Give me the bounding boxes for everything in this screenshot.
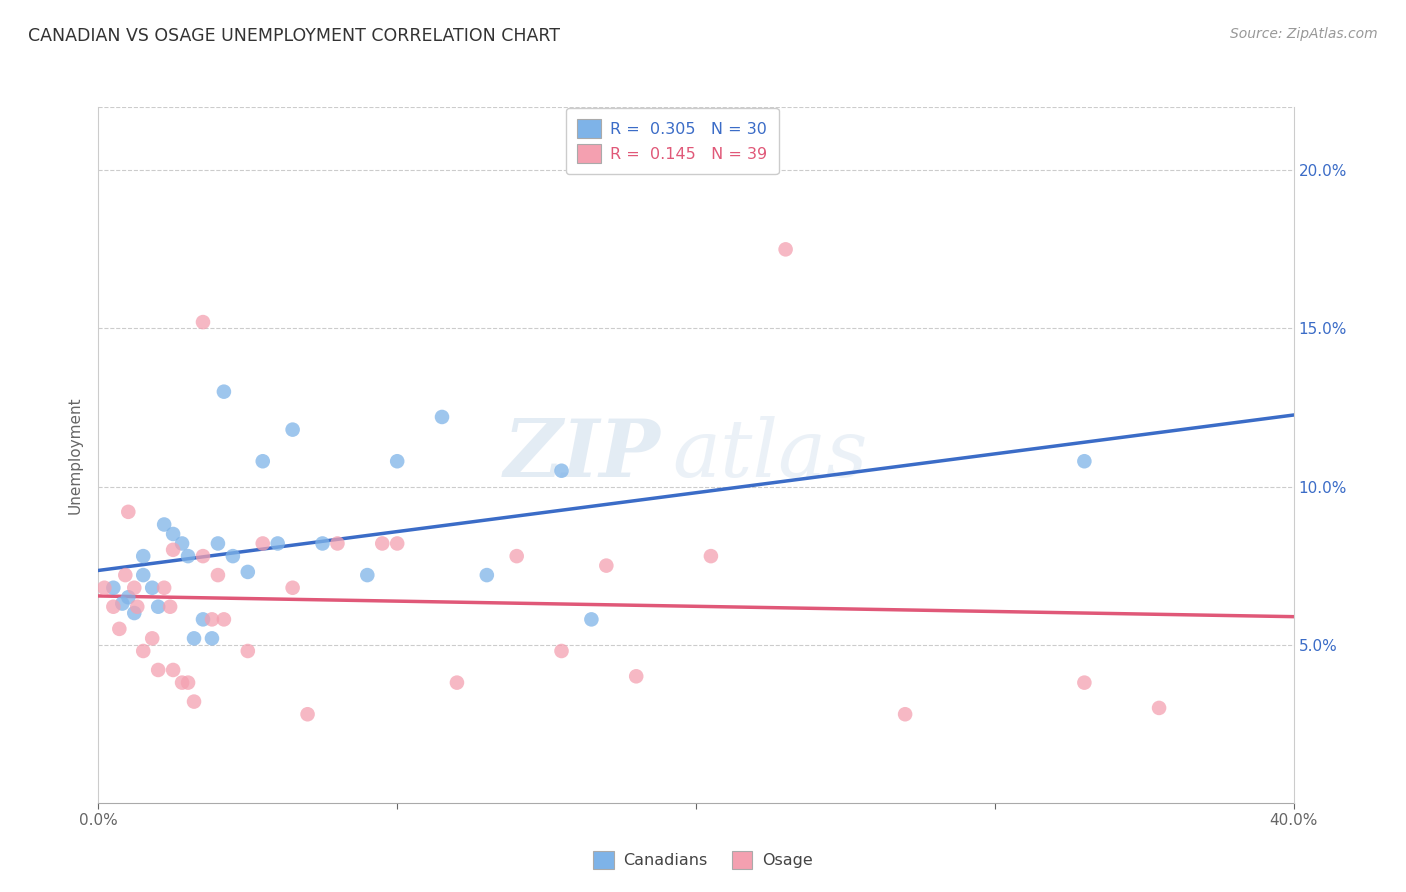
Point	[236, 565, 259, 579]
Point	[191, 315, 214, 329]
Point	[103, 599, 125, 614]
Point	[153, 581, 176, 595]
Point	[212, 612, 235, 626]
Point	[252, 454, 274, 468]
Point	[111, 597, 134, 611]
Point	[626, 669, 648, 683]
Point	[385, 454, 409, 468]
Point	[103, 581, 125, 595]
Point	[385, 536, 409, 550]
Point	[430, 409, 453, 424]
Point	[162, 542, 184, 557]
Point	[475, 568, 498, 582]
Point	[132, 644, 155, 658]
Point	[356, 568, 378, 582]
Point	[281, 581, 304, 595]
Point	[1073, 675, 1095, 690]
Point	[252, 536, 274, 550]
Point	[595, 558, 617, 573]
Point	[132, 568, 155, 582]
Point	[581, 612, 603, 626]
Legend: Canadians, Osage: Canadians, Osage	[586, 845, 820, 875]
Point	[446, 675, 468, 690]
Point	[93, 581, 115, 595]
Point	[326, 536, 349, 550]
Point	[172, 675, 194, 690]
Point	[172, 536, 194, 550]
Legend: R =  0.305   N = 30, R =  0.145   N = 39: R = 0.305 N = 30, R = 0.145 N = 39	[565, 108, 779, 174]
Point	[191, 549, 214, 563]
Point	[550, 464, 572, 478]
Point	[1147, 701, 1170, 715]
Point	[236, 644, 259, 658]
Point	[141, 581, 163, 595]
Point	[506, 549, 529, 563]
Text: atlas: atlas	[672, 417, 868, 493]
Point	[201, 612, 224, 626]
Point	[162, 527, 184, 541]
Point	[108, 622, 131, 636]
Text: Source: ZipAtlas.com: Source: ZipAtlas.com	[1230, 27, 1378, 41]
Point	[148, 599, 170, 614]
Point	[183, 632, 205, 646]
Point	[311, 536, 333, 550]
Point	[894, 707, 917, 722]
Point	[700, 549, 723, 563]
Point	[183, 695, 205, 709]
Point	[127, 599, 149, 614]
Point	[775, 243, 797, 257]
Point	[207, 568, 229, 582]
Point	[177, 549, 200, 563]
Point	[191, 612, 214, 626]
Point	[124, 606, 146, 620]
Point	[212, 384, 235, 399]
Point	[117, 505, 139, 519]
Point	[550, 644, 572, 658]
Point	[222, 549, 245, 563]
Point	[371, 536, 394, 550]
Point	[141, 632, 163, 646]
Point	[177, 675, 200, 690]
Point	[297, 707, 319, 722]
Point	[117, 591, 139, 605]
Point	[281, 423, 304, 437]
Text: ZIP: ZIP	[503, 417, 661, 493]
Point	[1073, 454, 1095, 468]
Y-axis label: Unemployment: Unemployment	[67, 396, 83, 514]
Point	[267, 536, 290, 550]
Point	[114, 568, 136, 582]
Point	[162, 663, 184, 677]
Point	[153, 517, 176, 532]
Point	[148, 663, 170, 677]
Text: CANADIAN VS OSAGE UNEMPLOYMENT CORRELATION CHART: CANADIAN VS OSAGE UNEMPLOYMENT CORRELATI…	[28, 27, 560, 45]
Point	[201, 632, 224, 646]
Point	[207, 536, 229, 550]
Point	[159, 599, 181, 614]
Point	[124, 581, 146, 595]
Point	[132, 549, 155, 563]
